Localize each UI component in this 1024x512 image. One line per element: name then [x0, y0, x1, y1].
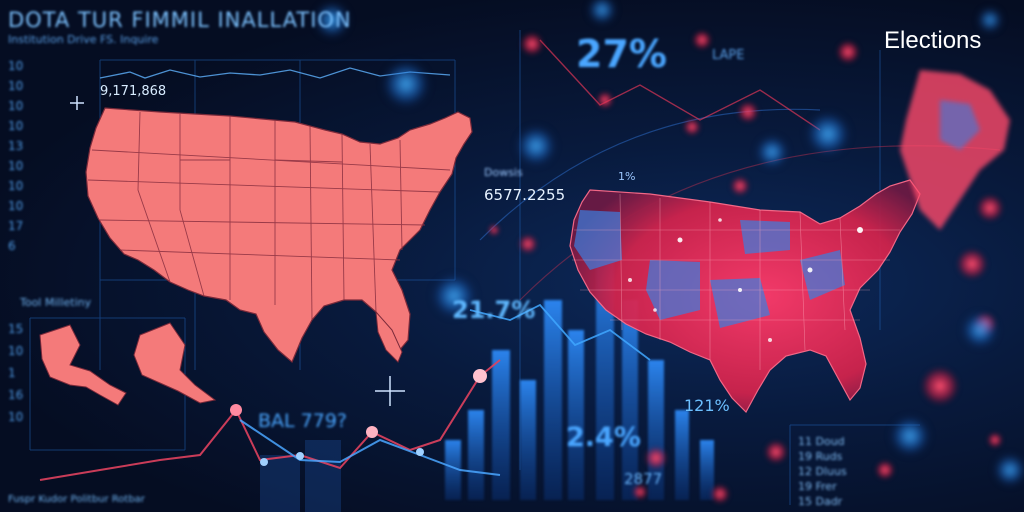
us-map-left — [85, 107, 473, 363]
axis-label: 10 — [8, 344, 24, 358]
bal-label: BAL 779? — [258, 410, 348, 432]
axis-label: 6 — [8, 239, 16, 253]
list-item: 19 Frer — [798, 480, 837, 493]
axis-label: 10 — [8, 159, 24, 173]
list-item: 19 Ruds — [798, 450, 843, 463]
alaska-map-left — [39, 322, 217, 406]
header-title: DOTA TUR FIMMIL INALLATION — [8, 8, 352, 32]
percent-low-label: 2.4% — [566, 422, 641, 453]
region-map-far-right — [900, 70, 1010, 230]
axis-label: 10 — [8, 79, 24, 93]
axis-label: 10 — [8, 59, 24, 73]
left-axis-labels-lower: 15 10 1 16 10 — [8, 318, 48, 428]
axis-label: 13 — [8, 139, 24, 153]
list-item: 15 Dadr — [798, 495, 843, 508]
number-low-label: 2877 — [624, 470, 663, 488]
top-small-label: LAPE — [712, 48, 745, 63]
axis-label: 16 — [8, 388, 24, 402]
top-number-label: 9,171,868 — [100, 84, 167, 99]
brand-label: Elections — [884, 27, 982, 54]
axis-label: 10 — [8, 410, 24, 424]
list-item: 12 Dluus — [798, 465, 847, 478]
axis-label: 10 — [8, 119, 24, 133]
header-subtitle: Institution Drive FS. Inquire — [8, 33, 159, 46]
axis-label: 15 — [8, 322, 24, 336]
axis-label: 10 — [8, 179, 24, 193]
percent-mid-label: 21.7% — [452, 296, 536, 324]
us-map-right — [569, 179, 921, 413]
axis-label: 17 — [8, 219, 24, 233]
axis-label: 10 — [8, 99, 24, 113]
left-axis-labels: 10 10 10 10 13 10 10 10 17 6 — [8, 56, 48, 256]
percent-mid-right-label: 121% — [684, 396, 730, 415]
percent-top-label: 27% — [576, 32, 667, 76]
list-item: 11 Doud — [798, 435, 845, 448]
legend-label: Fuspr Kudor Politbur Rotbar — [8, 494, 145, 505]
axis-label: 10 — [8, 199, 24, 213]
mid-caption-label: Dowsis — [484, 166, 523, 179]
axis-label: 1 — [8, 366, 16, 380]
small-caption-label: Tool Milletiny — [20, 296, 92, 309]
right-list: 11 Doud 19 Ruds 12 Dluus 19 Frer 15 Dadr — [798, 434, 908, 509]
percent-small-label: 1% — [618, 170, 636, 183]
mid-number-label: 6577.2255 — [484, 186, 566, 204]
